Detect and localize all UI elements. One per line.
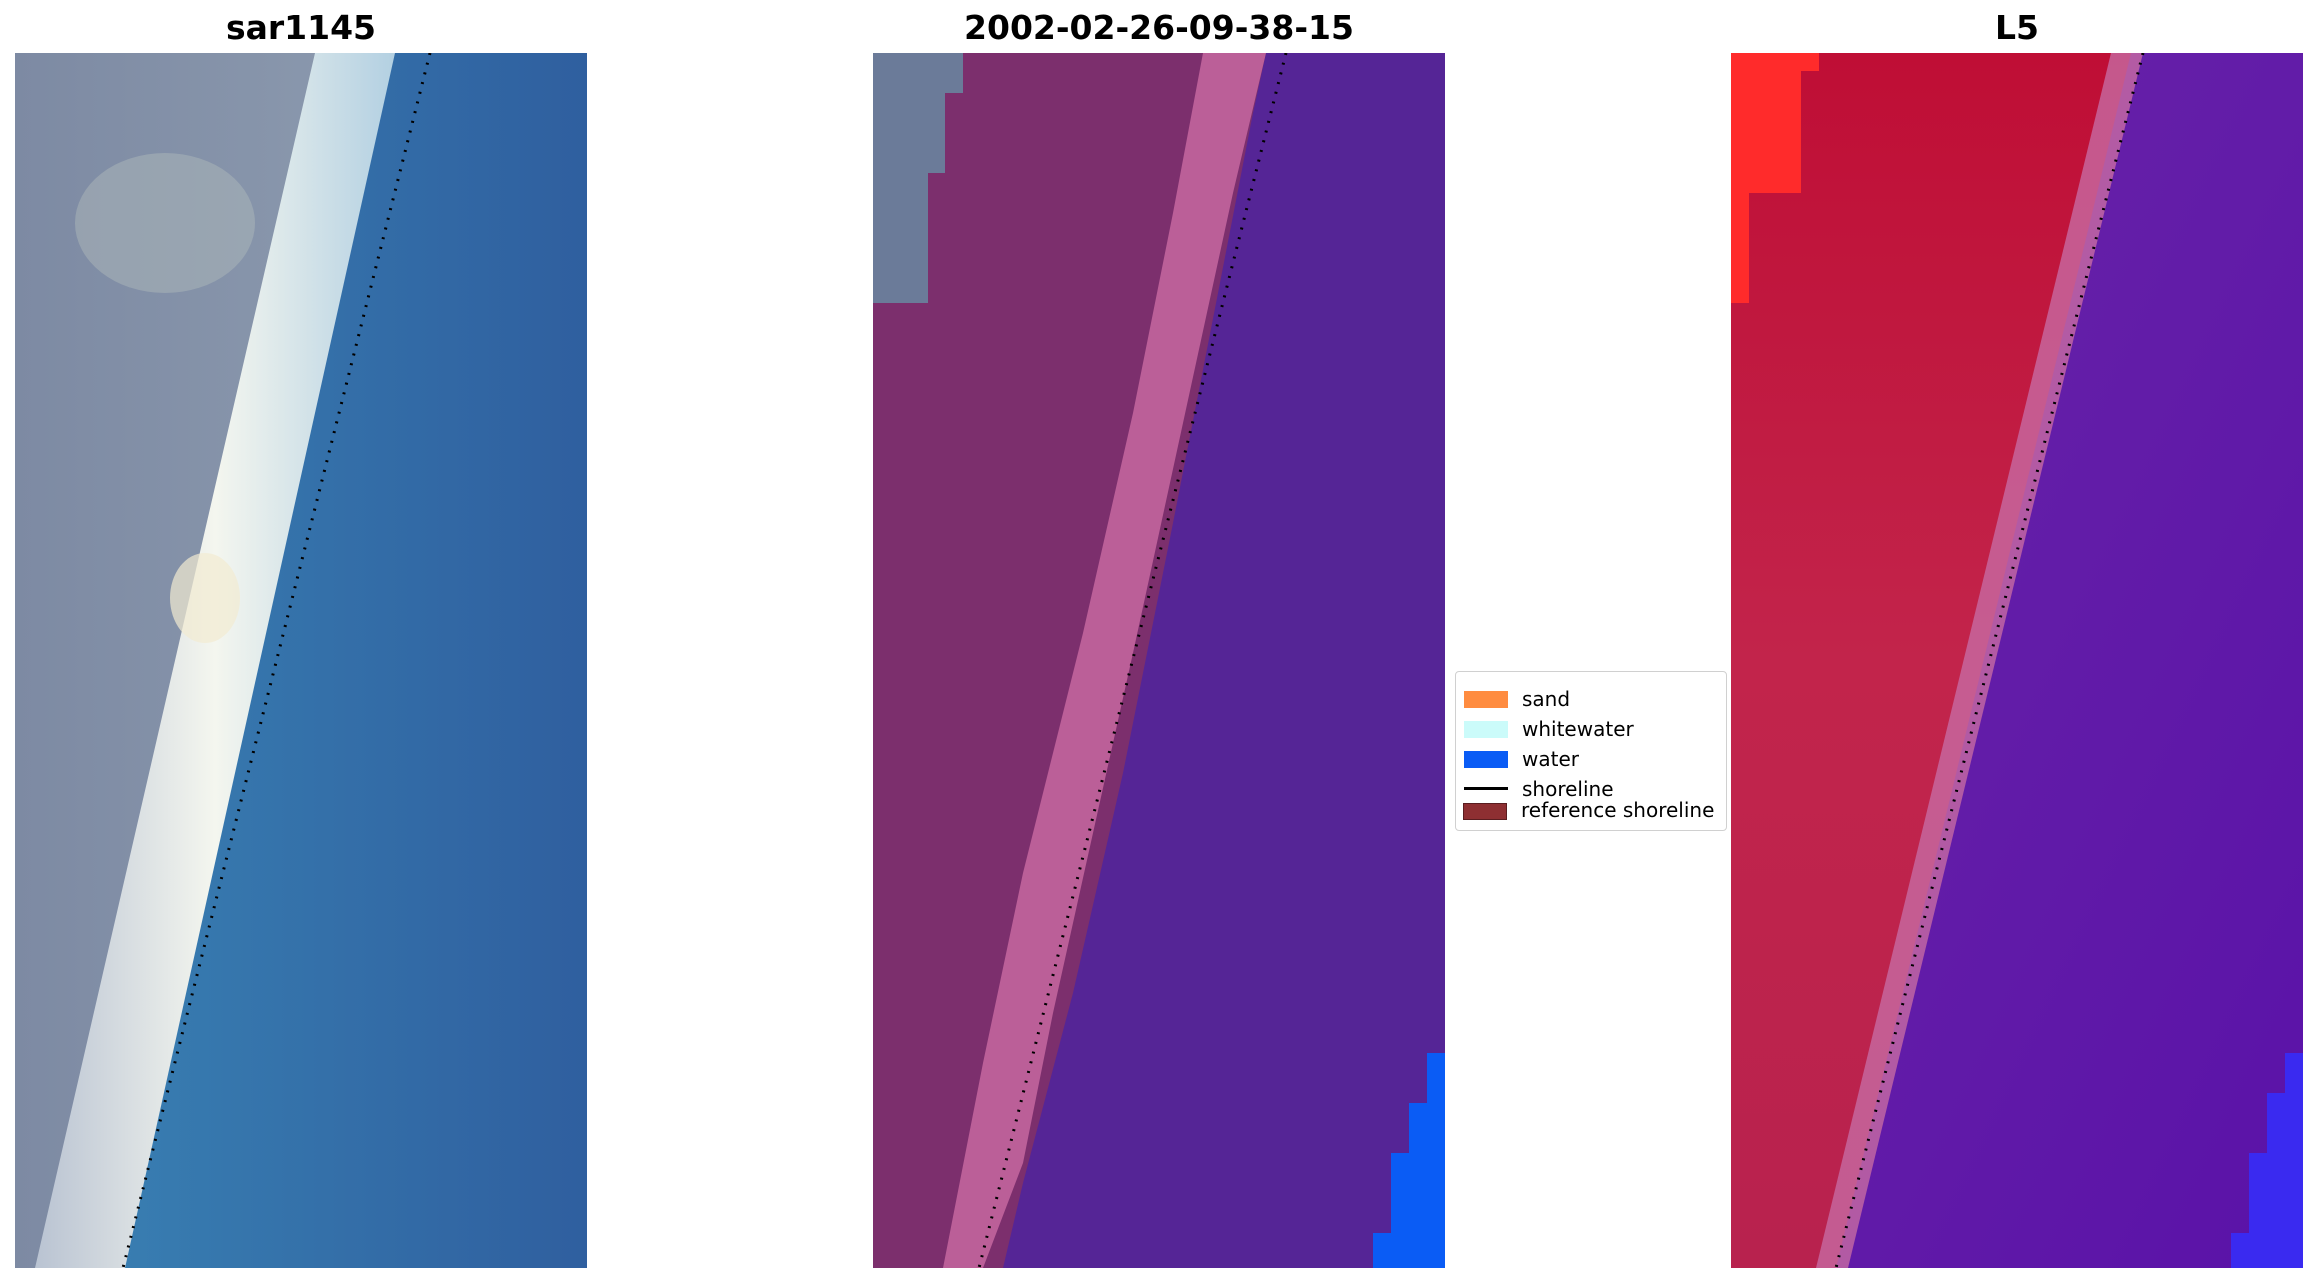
classification-image bbox=[873, 53, 1445, 1268]
legend-label: shoreline bbox=[1522, 777, 1614, 801]
rgb-image bbox=[15, 53, 587, 1268]
legend: sand whitewater water shoreline bbox=[1455, 671, 1727, 831]
bright-patch bbox=[170, 553, 240, 643]
reference-shoreline-swatch bbox=[1463, 803, 1507, 820]
shoreline-line bbox=[1464, 787, 1508, 790]
rgb-image-svg bbox=[15, 53, 587, 1268]
land-area bbox=[1731, 53, 2131, 1268]
water-patch bbox=[1373, 1053, 1445, 1268]
legend-label: reference shoreline bbox=[1521, 798, 1715, 822]
sand-swatch bbox=[1464, 690, 1508, 708]
panel-title: sar1145 bbox=[225, 8, 377, 47]
water-swatch bbox=[1464, 750, 1508, 768]
legend-item-reference-shoreline: reference shoreline bbox=[1455, 797, 1727, 827]
light-patch bbox=[75, 153, 255, 293]
low-value-patch bbox=[2231, 1053, 2303, 1268]
index-image bbox=[1731, 53, 2303, 1268]
whitewater-class-area bbox=[943, 53, 1266, 1268]
index-image-svg bbox=[1731, 53, 2303, 1268]
unclassified-area bbox=[873, 53, 963, 303]
whitewater-swatch bbox=[1464, 720, 1508, 738]
panel-title: L5 bbox=[1995, 8, 2039, 47]
surf-zone bbox=[35, 53, 395, 1268]
transition-band bbox=[1816, 53, 2143, 1268]
panel-title: 2002-02-26-09-38-15 bbox=[964, 8, 1354, 47]
classification-image-svg bbox=[873, 53, 1445, 1268]
legend-label: whitewater bbox=[1522, 717, 1634, 741]
legend-label: water bbox=[1522, 747, 1579, 771]
legend-label: sand bbox=[1522, 687, 1571, 711]
high-value-patch bbox=[1731, 53, 1819, 303]
